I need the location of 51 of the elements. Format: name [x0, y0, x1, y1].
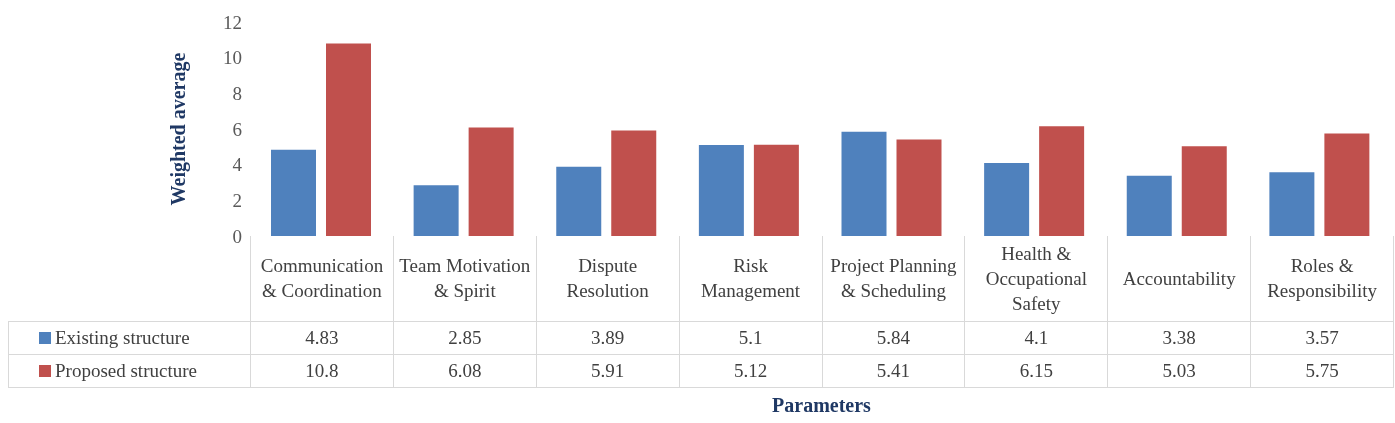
bar [698, 145, 744, 236]
data-label: 3.57 [1250, 321, 1394, 354]
bar [896, 139, 942, 236]
data-label: 5.75 [1250, 354, 1394, 387]
data-label: 6.15 [964, 354, 1108, 387]
bar [413, 185, 459, 236]
x-axis-title: Parameters [771, 393, 872, 417]
bar [1269, 172, 1315, 236]
y-axis-title: Weighted average [167, 52, 191, 206]
x-tick-label: Project Planning & Scheduling [822, 236, 965, 321]
data-label: 2.85 [393, 321, 537, 354]
data-label: 5.12 [679, 354, 822, 387]
bar [1181, 146, 1227, 236]
data-label: 3.89 [536, 321, 680, 354]
bar [326, 43, 371, 236]
bar [1039, 126, 1085, 236]
legend-label: Proposed structure [8, 354, 251, 387]
y-tick-label: 6 [232, 118, 242, 140]
bar [611, 130, 657, 236]
bar [841, 131, 887, 236]
bar [271, 149, 316, 236]
y-tick-label: 12 [223, 11, 242, 33]
x-tick-label: Roles & Responsibility [1250, 236, 1394, 321]
x-tick-label: Risk Management [679, 236, 822, 321]
y-tick-label: 10 [223, 47, 242, 69]
data-label: 6.08 [393, 354, 537, 387]
bar [1324, 133, 1370, 236]
data-label: 5.91 [536, 354, 680, 387]
x-tick-label: Communication & Coordination [250, 236, 394, 321]
data-label: 5.84 [822, 321, 965, 354]
y-tick-label: 2 [232, 190, 242, 212]
y-tick-label: 8 [232, 83, 242, 105]
bar [753, 144, 799, 236]
y-tick-label: 0 [232, 225, 242, 247]
bar [1126, 175, 1172, 236]
data-label: 5.1 [679, 321, 822, 354]
data-label: 3.38 [1107, 321, 1251, 354]
x-tick-label: Dispute Resolution [536, 236, 680, 321]
x-tick-label: Health & Occupational Safety [964, 236, 1108, 321]
bar [468, 127, 514, 236]
y-tick-label: 4 [232, 154, 243, 176]
data-label: 4.83 [250, 321, 394, 354]
bar [556, 166, 602, 236]
bar [984, 162, 1030, 236]
data-label: 4.1 [964, 321, 1108, 354]
data-label: 5.41 [822, 354, 965, 387]
data-label: 5.03 [1107, 354, 1251, 387]
x-tick-label: Team Motivation & Spirit [393, 236, 537, 321]
data-label: 10.8 [250, 354, 394, 387]
legend-label: Existing structure [8, 321, 251, 354]
x-tick-label: Accountability [1107, 236, 1251, 321]
